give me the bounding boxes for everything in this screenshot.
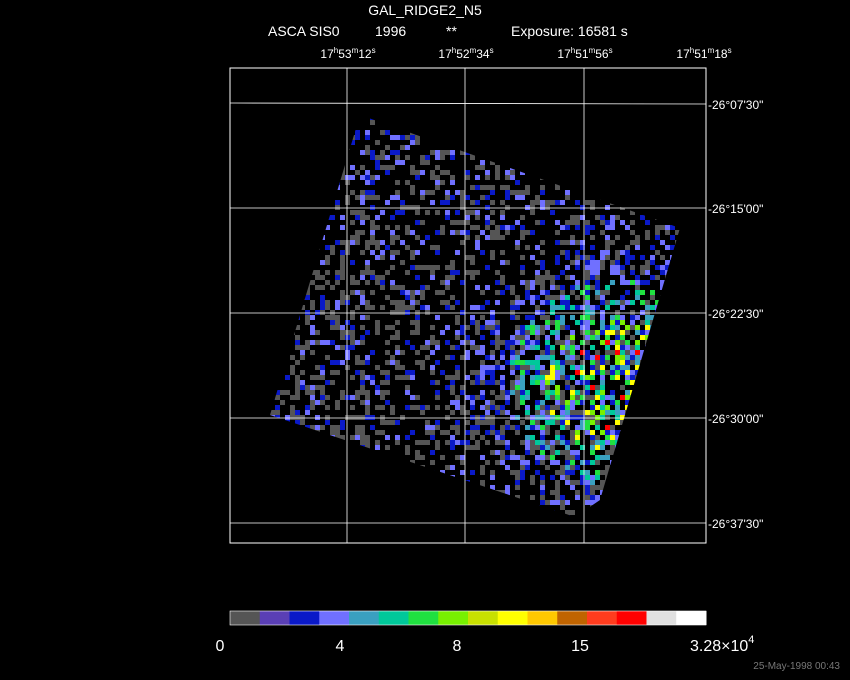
- ra-unit: h: [690, 46, 694, 55]
- image-pixels: [270, 115, 680, 517]
- max-base: 3.28×10: [690, 638, 748, 655]
- colorbar-segment: [438, 611, 469, 625]
- ra-unit: m: [589, 46, 596, 55]
- colorbar-label: 8: [453, 638, 462, 655]
- grid: [229, 68, 707, 543]
- dec-label: -26°07'30": [708, 98, 763, 112]
- ra-label: 17h51m56s: [557, 46, 612, 61]
- image-pixels: [270, 115, 680, 517]
- colorbar-segment: [587, 611, 618, 625]
- ra-unit: h: [334, 46, 338, 55]
- image: [270, 115, 680, 517]
- grid-line: [229, 102, 707, 105]
- ra-unit: s: [728, 46, 732, 55]
- colorbar-segment: [497, 611, 528, 625]
- plot-frame: [229, 67, 707, 544]
- colorbar-max-label: 3.28×104: [690, 634, 754, 655]
- ra-value: 17: [557, 47, 571, 61]
- ra-value: 17: [320, 47, 334, 61]
- colorbar-segment: [378, 611, 409, 625]
- colorbar-segment: [646, 611, 677, 625]
- title: GAL_RIDGE2_N5: [368, 2, 482, 18]
- ra-label: 17h53m12s: [320, 46, 375, 61]
- colorbar-label: 0: [216, 638, 225, 655]
- max-exponent: 4: [748, 634, 754, 646]
- ra-value: 17: [676, 47, 690, 61]
- flag: **: [446, 23, 457, 39]
- instrument: ASCA SIS0: [268, 23, 340, 39]
- ra-value: 51: [694, 47, 708, 61]
- colorbar-segment: [408, 611, 439, 625]
- ra-unit: s: [372, 46, 376, 55]
- exposure: Exposure: 16581 s: [511, 23, 628, 39]
- dec-label: -26°37'30": [708, 517, 763, 531]
- colorbar-label: 4: [336, 638, 345, 655]
- ra-label: 17h52m34s: [438, 46, 493, 61]
- ra-unit: s: [609, 46, 613, 55]
- ra-label: 17h51m18s: [676, 46, 731, 61]
- colorbar-segment: [289, 611, 320, 625]
- ra-unit: h: [571, 46, 575, 55]
- colorbar-label: 15: [571, 638, 589, 655]
- colorbar-segment: [616, 611, 647, 625]
- ra-unit: m: [352, 46, 359, 55]
- ra-unit: m: [708, 46, 715, 55]
- image-pixels: [575, 340, 655, 430]
- ra-value: 12: [358, 47, 372, 61]
- colorbar-segment: [349, 611, 380, 625]
- image-pixels: [510, 285, 680, 480]
- colorbar-segment: [527, 611, 558, 625]
- ra-unit: s: [490, 46, 494, 55]
- colorbar-segment: [230, 611, 261, 625]
- colorbar-segment: [557, 611, 588, 625]
- ra-value: 18: [714, 47, 728, 61]
- colorbar-segment: [468, 611, 499, 625]
- ra-value: 52: [456, 47, 470, 61]
- colorbar-segment: [259, 611, 290, 625]
- dec-label: -26°30'00": [708, 412, 763, 426]
- dec-label: -26°22'30": [708, 307, 763, 321]
- ra-unit: h: [452, 46, 456, 55]
- dec-label: -26°15'00": [708, 202, 763, 216]
- colorbar-segment: [319, 611, 350, 625]
- year: 1996: [375, 23, 406, 39]
- ra-value: 17: [438, 47, 452, 61]
- ra-value: 56: [595, 47, 609, 61]
- axis-labels: 17h53m12s 17h52m34s 17h51m56s 17h51m18s-26°…: [320, 46, 763, 531]
- image-pixels: [515, 280, 680, 475]
- colorbar-frame: [229, 610, 707, 626]
- timestamp: 25-May-1998 00:43: [753, 661, 840, 672]
- ra-value: 51: [575, 47, 589, 61]
- ra-unit: m: [470, 46, 477, 55]
- ra-value: 34: [476, 47, 490, 61]
- colorbar-segment: [676, 611, 707, 625]
- ra-value: 53: [338, 47, 352, 61]
